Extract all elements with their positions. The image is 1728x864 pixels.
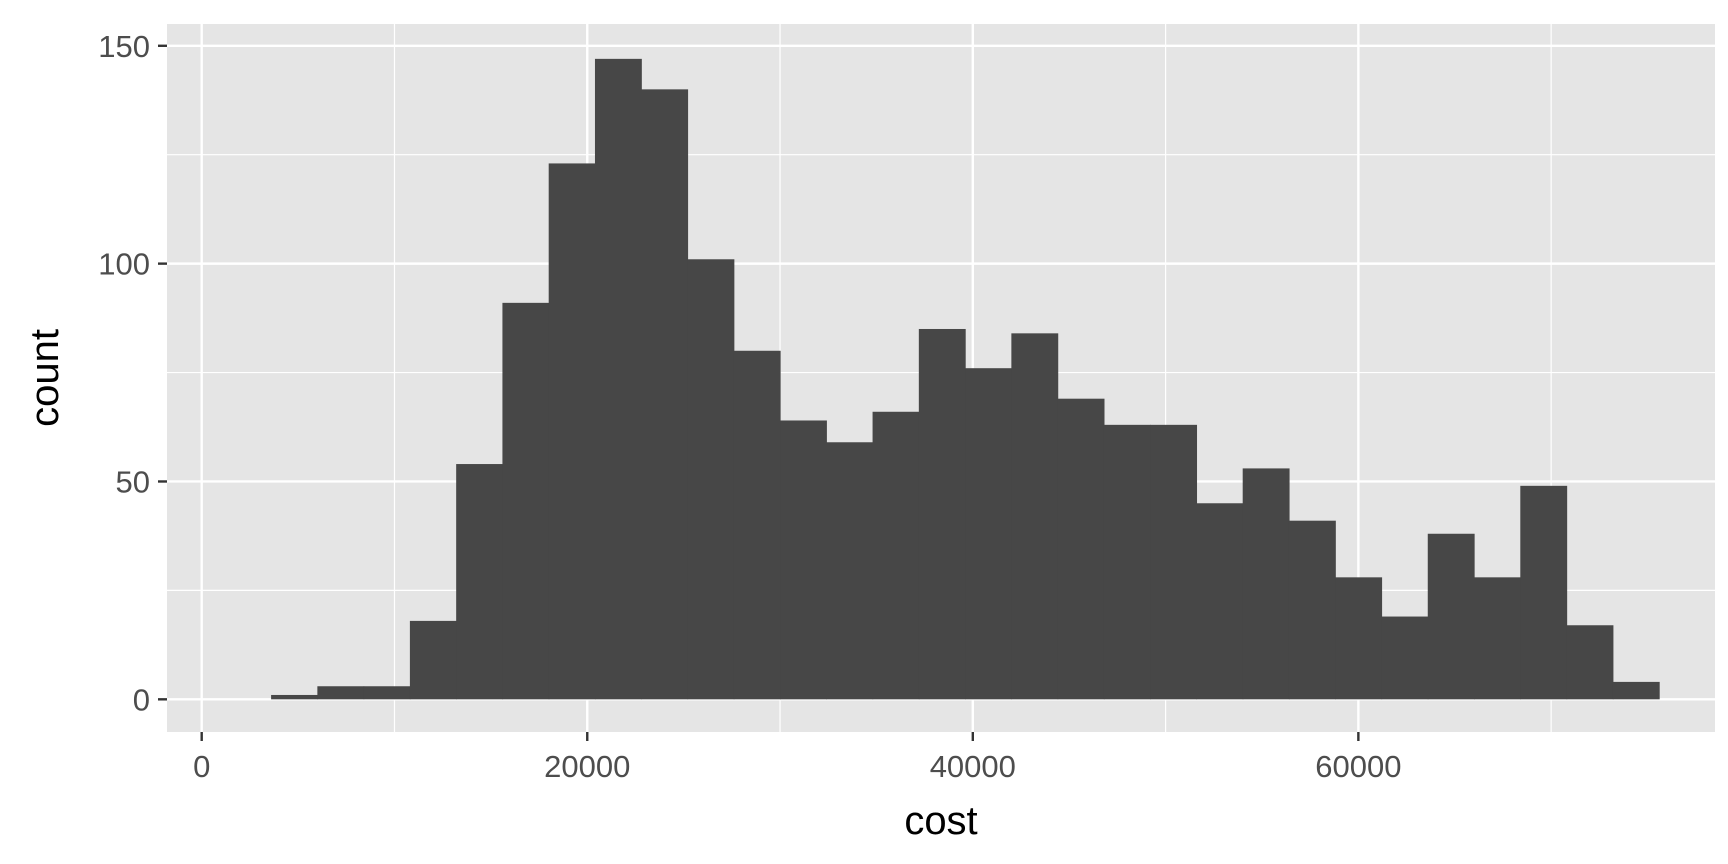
x-tick-label: 40000 [930,749,1016,784]
y-axis-title: count [23,329,67,427]
histogram-bar [548,163,596,700]
histogram-bar [594,58,642,700]
histogram-bar [317,686,365,700]
y-tick-label: 0 [133,682,150,717]
x-tick-label: 20000 [544,749,630,784]
histogram-bar [1242,468,1290,700]
x-axis: 0 20000 40000 60000 [193,732,1401,784]
histogram-bar [363,686,411,700]
histogram-bar [1011,333,1059,700]
histogram-bar [1427,533,1475,700]
histogram-bar [780,420,827,700]
histogram-bar [502,302,550,700]
histogram-bar [1288,520,1336,700]
histogram-bars [271,58,1660,700]
histogram-bar [1196,503,1244,700]
histogram-bar [641,89,689,700]
histogram-bar [271,694,318,700]
histogram-bar [1566,625,1614,700]
histogram-bar [1612,681,1660,700]
histogram-bar [733,350,781,700]
y-axis: 0 50 100 150 [98,29,167,717]
histogram-bar [1057,398,1105,700]
y-tick-label: 50 [116,464,150,499]
histogram-bar [826,442,874,700]
y-tick-label: 100 [98,247,150,282]
histogram-bar [1474,577,1521,700]
histogram-bar [1335,577,1383,700]
histogram-bar [1520,485,1568,700]
histogram-bar [1150,424,1198,700]
histogram-bar [456,464,504,700]
x-tick-label: 60000 [1315,749,1401,784]
y-tick-label: 150 [98,29,150,64]
histogram-bar [872,411,920,700]
histogram-bar [687,259,735,700]
histogram-bar [409,620,457,700]
histogram-bar [965,368,1012,700]
x-tick-label: 0 [193,749,210,784]
histogram-bar [1103,424,1151,700]
histogram-bar [918,328,966,700]
histogram-bar [1381,616,1429,700]
x-axis-title: cost [904,799,977,843]
